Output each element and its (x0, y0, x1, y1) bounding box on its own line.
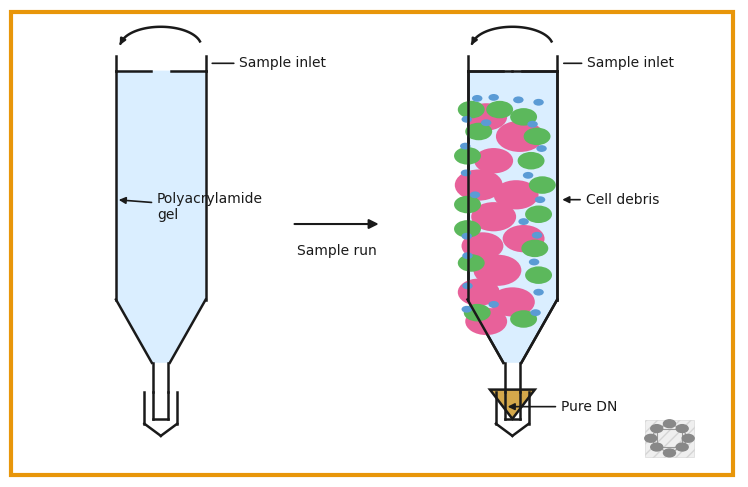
Circle shape (527, 121, 538, 128)
Circle shape (513, 96, 524, 103)
Text: Sample run: Sample run (297, 244, 376, 258)
Circle shape (490, 287, 535, 317)
Circle shape (529, 259, 539, 265)
Circle shape (536, 145, 547, 152)
Circle shape (529, 176, 556, 194)
Circle shape (458, 279, 500, 306)
Circle shape (465, 308, 507, 335)
Circle shape (462, 233, 472, 240)
Circle shape (455, 169, 503, 201)
Circle shape (663, 420, 675, 428)
Circle shape (472, 95, 482, 102)
Circle shape (533, 289, 544, 296)
Text: Sample inlet: Sample inlet (212, 56, 326, 70)
Circle shape (474, 148, 513, 173)
Circle shape (525, 266, 552, 284)
Circle shape (464, 304, 491, 321)
Circle shape (510, 108, 537, 126)
Circle shape (486, 101, 513, 118)
Circle shape (510, 310, 537, 328)
Circle shape (521, 240, 548, 257)
Circle shape (530, 309, 541, 316)
Text: Cell debris: Cell debris (564, 193, 659, 206)
Circle shape (535, 196, 545, 203)
Circle shape (523, 172, 533, 179)
Circle shape (518, 218, 529, 225)
Circle shape (471, 202, 516, 231)
Circle shape (488, 94, 499, 101)
Circle shape (525, 206, 552, 223)
Circle shape (645, 434, 657, 442)
Circle shape (462, 282, 473, 289)
Circle shape (481, 119, 491, 126)
Circle shape (676, 425, 688, 432)
Text: Sample inlet: Sample inlet (564, 56, 674, 70)
Circle shape (494, 180, 539, 209)
Circle shape (682, 434, 694, 442)
Circle shape (454, 147, 481, 165)
Polygon shape (490, 390, 535, 419)
Circle shape (465, 123, 492, 140)
Circle shape (461, 169, 471, 176)
Circle shape (676, 443, 688, 451)
Circle shape (460, 143, 470, 150)
Text: Pure DN: Pure DN (509, 400, 617, 413)
Circle shape (462, 252, 473, 259)
Circle shape (458, 101, 485, 118)
Circle shape (518, 152, 545, 169)
Circle shape (473, 255, 521, 286)
Circle shape (458, 254, 485, 272)
Circle shape (524, 128, 551, 145)
Circle shape (488, 301, 499, 308)
Circle shape (503, 225, 545, 252)
Circle shape (651, 443, 663, 451)
Circle shape (462, 232, 503, 260)
Circle shape (663, 449, 675, 457)
Circle shape (454, 220, 481, 238)
Circle shape (465, 103, 507, 131)
Circle shape (533, 99, 544, 106)
Circle shape (496, 121, 544, 152)
Polygon shape (116, 71, 206, 363)
Circle shape (462, 116, 472, 123)
Circle shape (470, 191, 480, 198)
Circle shape (462, 306, 472, 313)
Bar (645, 420, 694, 457)
Circle shape (454, 196, 481, 213)
Text: Polyacrylamide
gel: Polyacrylamide gel (120, 192, 263, 222)
Circle shape (651, 425, 663, 432)
Circle shape (532, 232, 542, 239)
Polygon shape (468, 71, 557, 363)
